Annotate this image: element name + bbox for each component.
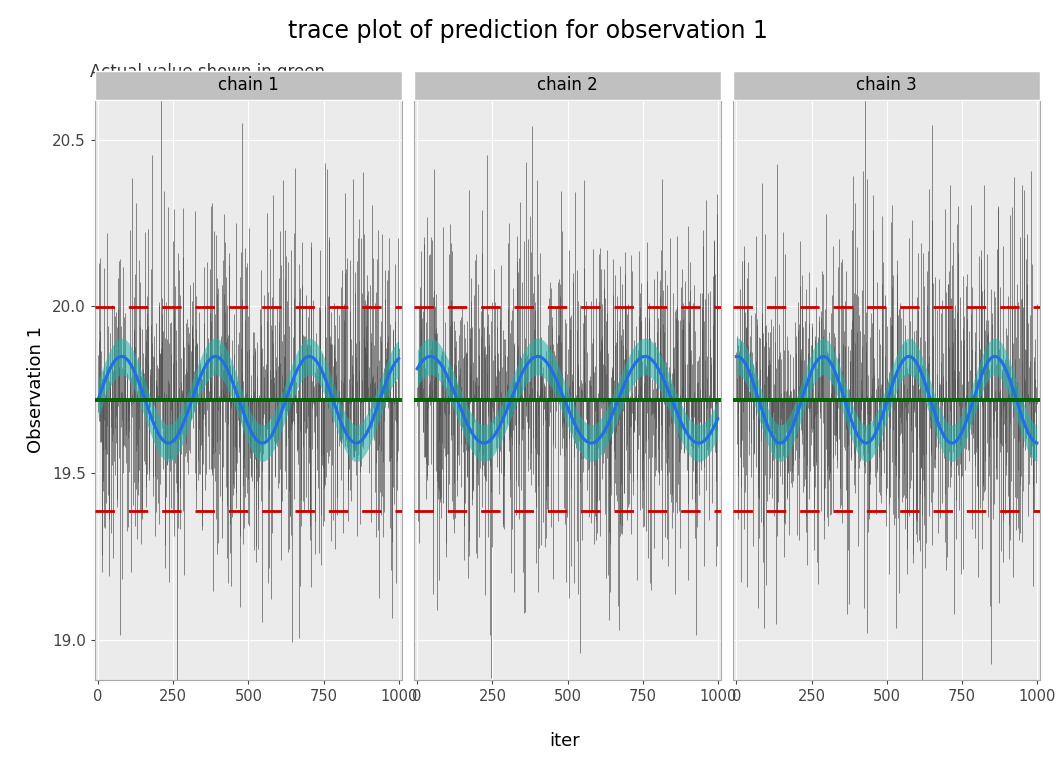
Y-axis label: Observation 1: Observation 1 <box>27 326 45 453</box>
Text: chain 1: chain 1 <box>219 76 279 94</box>
Text: chain 3: chain 3 <box>856 76 917 94</box>
Text: iter: iter <box>549 732 581 750</box>
Text: Actual value shown in green: Actual value shown in green <box>90 63 325 81</box>
Text: trace plot of prediction for observation 1: trace plot of prediction for observation… <box>288 19 768 43</box>
Text: chain 2: chain 2 <box>538 76 598 94</box>
